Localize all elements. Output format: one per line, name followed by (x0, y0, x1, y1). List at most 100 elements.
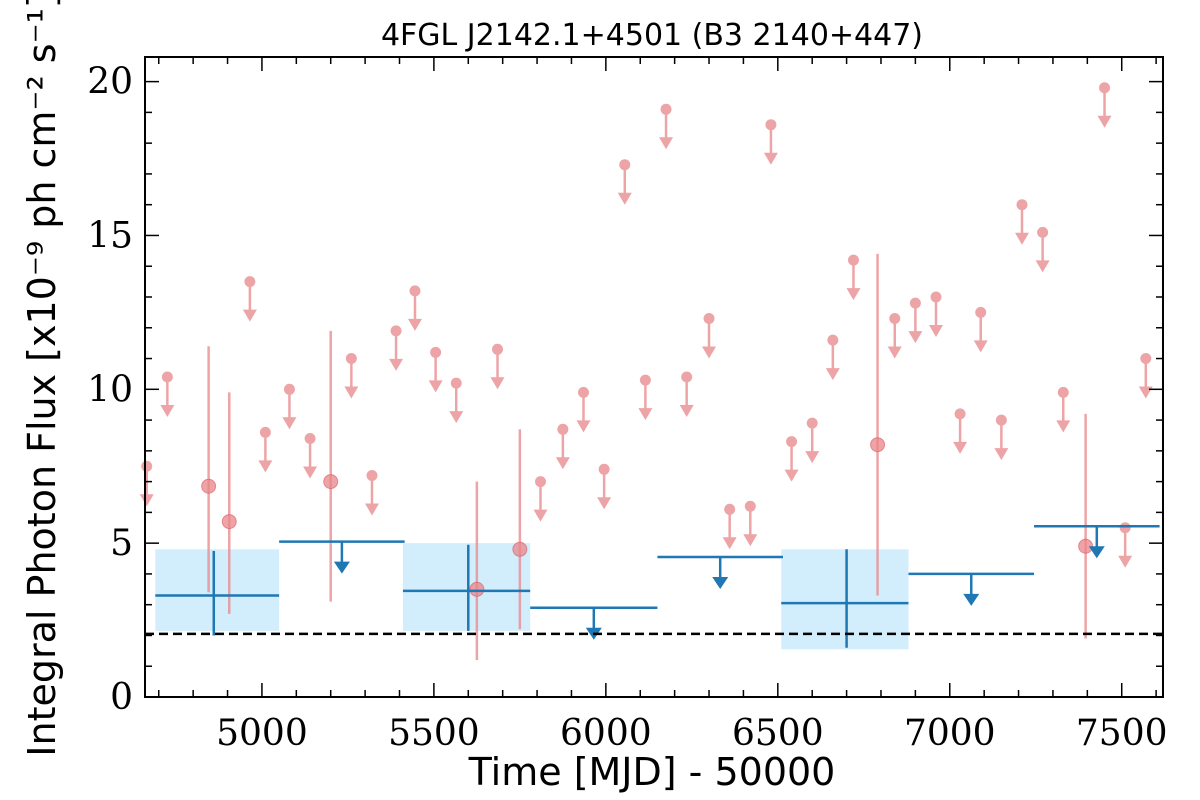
short-bin-upper-limit (282, 383, 297, 430)
upper-limit-arrowhead (929, 325, 944, 337)
long-bin-upper-limit-arrowhead (963, 593, 980, 606)
upper-limit-arrowhead (364, 503, 379, 516)
short-bin-upper-limit (597, 463, 612, 510)
short-bin-upper-limit (533, 476, 548, 522)
upper-limit-arrowhead (303, 466, 318, 479)
short-bin-upper-limit (743, 500, 758, 547)
upper-limit-arrowhead (1014, 232, 1029, 245)
short-bin-upper-limit (953, 408, 968, 454)
x-tick-label: 6000 (560, 713, 652, 754)
upper-limit-arrowhead (805, 451, 820, 464)
x-tick-label: 7000 (904, 713, 996, 754)
short-bin-upper-limit (490, 343, 505, 390)
short-bin-upper-limit (887, 313, 902, 359)
short-bin-upper-limit (428, 346, 443, 393)
short-bin-upper-limit (258, 426, 273, 473)
upper-limit-arrowhead (407, 318, 422, 331)
short-bin-upper-limit (679, 371, 694, 417)
short-bin-upper-limit (1118, 522, 1133, 568)
long-bin-band (155, 549, 280, 631)
short-bin-upper-limit (364, 469, 379, 516)
short-bin-upper-limit (908, 297, 923, 344)
upper-limit-arrowhead (160, 405, 175, 417)
upper-limit-arrowhead (953, 441, 968, 454)
short-bin-upper-limit (702, 313, 717, 359)
short-bin-upper-limit (722, 503, 737, 550)
upper-limit-arrowhead (139, 494, 154, 507)
x-tick-label: 5000 (216, 713, 308, 754)
upper-limit-arrowhead (659, 137, 674, 150)
y-tick-label: 0 (110, 677, 133, 718)
upper-limit-arrowhead (428, 380, 443, 393)
upper-limit-arrowhead (1138, 386, 1153, 399)
short-bin-upper-limit (846, 254, 861, 301)
upper-limit-arrowhead (784, 469, 799, 482)
upper-limit-arrowhead (576, 420, 591, 433)
short-bin-upper-limit (1097, 82, 1112, 128)
short-bin-upper-limit (973, 306, 988, 353)
plot-area: 5000 5500 6000 6500 7000 7500 0 5 10 15 20 (87, 56, 1168, 754)
short-bin-detection-point (469, 581, 485, 597)
short-bin-upper-limit (160, 371, 175, 417)
upper-limit-arrowhead (490, 377, 505, 390)
short-bin-upper-limit (576, 386, 591, 433)
short-bin-upper-limit (784, 436, 799, 482)
upper-limit-arrowhead (908, 331, 923, 344)
long-bin-upper-limit-arrowhead (333, 561, 350, 574)
upper-limit-arrowhead (763, 152, 778, 165)
short-bin-upper-limit (617, 159, 632, 205)
upper-limit-arrowhead (994, 448, 1009, 461)
upper-limit-arrowhead (825, 368, 840, 381)
short-bin-detection-point (870, 437, 886, 453)
y-tick-label: 10 (87, 369, 133, 410)
upper-limit-arrowhead (722, 537, 737, 550)
upper-limit-arrowhead (743, 534, 758, 547)
x-tick-label: 6500 (732, 713, 824, 754)
long-bin-upper-limit-arrowhead (712, 577, 729, 589)
upper-limit-arrowhead (389, 358, 404, 371)
short-bin-upper-limit (1138, 353, 1153, 399)
y-tick-label: 20 (87, 62, 133, 103)
upper-limit-arrowhead (1097, 115, 1112, 128)
short-bin-detection-point (201, 478, 217, 494)
long-bin-band (402, 543, 531, 631)
x-axis-label: Time [MJD] - 50000 (468, 750, 836, 794)
short-bin-detection-point (323, 474, 339, 490)
upper-limit-arrowhead (555, 457, 570, 470)
upper-limit-arrowhead (1035, 260, 1050, 273)
upper-limit-arrowhead (846, 288, 861, 301)
upper-limit-arrowhead (1056, 420, 1071, 433)
upper-limit-arrowhead (887, 346, 902, 359)
short-bin-upper-limit (825, 334, 840, 381)
upper-limit-arrowhead (638, 408, 653, 421)
short-bin-upper-limit (389, 325, 404, 371)
short-bin-upper-limit (344, 353, 359, 399)
short-bin-upper-limit (929, 291, 944, 337)
short-bin-upper-limit (407, 285, 422, 331)
upper-limit-arrowhead (533, 509, 548, 522)
chart-title: 4FGL J2142.1+4501 (B3 2140+447) (381, 18, 923, 53)
short-bin-upper-limit (1035, 226, 1050, 273)
short-bin-upper-limit (763, 119, 778, 165)
x-tick-label: 7500 (1076, 713, 1168, 754)
short-bin-upper-limit (303, 433, 318, 479)
short-bin-upper-limit (994, 414, 1009, 461)
upper-limit-arrowhead (617, 192, 632, 205)
y-tick-label: 15 (87, 215, 133, 256)
long-bin-upper-limit-arrowhead (1088, 546, 1105, 559)
upper-limit-arrowhead (679, 405, 694, 417)
short-bin-upper-limit (555, 423, 570, 470)
upper-limit-arrowhead (282, 417, 297, 430)
upper-limit-arrowhead (242, 309, 257, 322)
short-bin-upper-limit (638, 374, 653, 421)
long-bin-band (781, 549, 909, 650)
upper-limit-arrowhead (1118, 555, 1133, 568)
short-bin-upper-limit (242, 276, 257, 322)
x-tick-label: 5500 (388, 713, 480, 754)
upper-limit-arrowhead (258, 460, 273, 473)
short-bin-upper-limit (805, 417, 820, 464)
upper-limit-arrowhead (597, 497, 612, 510)
upper-limit-arrowhead (702, 346, 717, 359)
short-bin-upper-limit (139, 460, 154, 507)
